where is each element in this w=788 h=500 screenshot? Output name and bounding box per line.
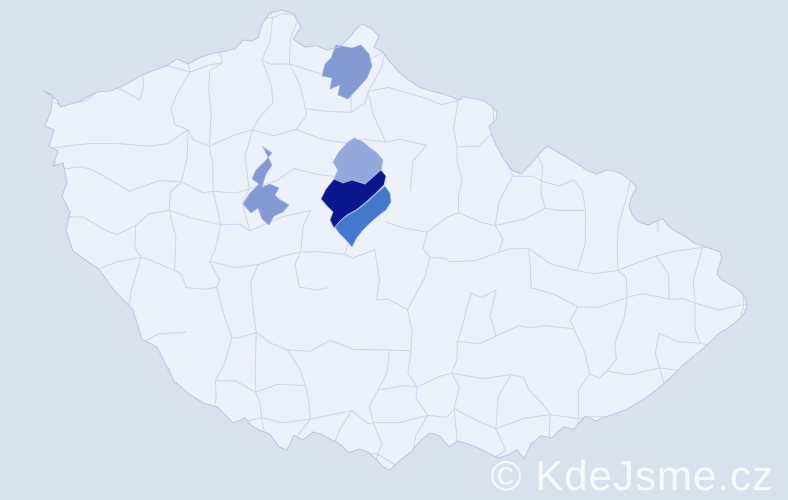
district-highlight-center[interactable] (320, 169, 387, 229)
highlighted-districts (242, 44, 392, 248)
kdejsme-watermark-link[interactable]: © KdeJsme.cz (490, 452, 774, 499)
district-highlight-center-lower[interactable] (334, 185, 392, 248)
district-highlight-north[interactable] (321, 44, 373, 100)
district-highlight-west[interactable] (242, 145, 290, 226)
